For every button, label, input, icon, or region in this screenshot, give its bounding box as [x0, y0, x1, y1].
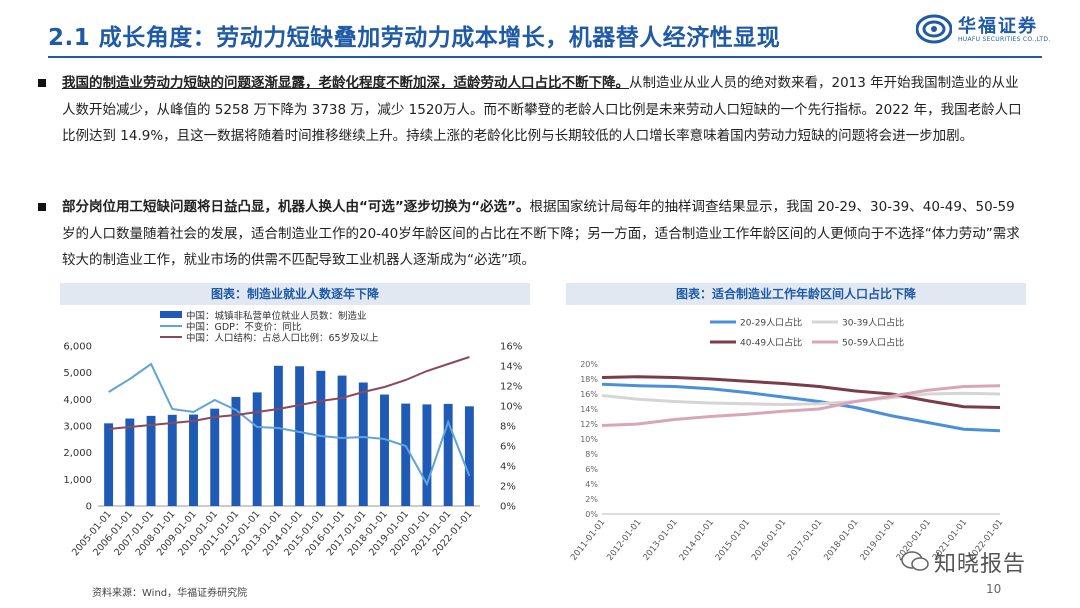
- gdp-growth-line: [108, 362, 471, 487]
- employment-bar: [380, 394, 389, 506]
- y-right-tick-label: 4%: [500, 462, 516, 473]
- y-right-tick-label: 10%: [500, 402, 522, 413]
- watermark: 知晓报告: [900, 546, 1050, 577]
- paragraph-body: 根据国家统计局每年的抽样调查结果显示，我国 20-29、30-39、40-49、…: [62, 199, 1020, 268]
- y-tick-label: 4%: [585, 480, 598, 489]
- x-tick-label: 2015-01-01: [714, 518, 752, 563]
- page-title: 2.1 成长角度：劳动力短缺叠加劳动力成本增长，机器替人经济性显现: [48, 25, 781, 51]
- employment-bar: [273, 365, 283, 506]
- logo-name-en: HUAFU SECURITIES CO.,LTD.: [958, 36, 1051, 43]
- y-left-tick-label: 6,000: [63, 342, 92, 353]
- paragraph-lead: 我国的制造业劳动力短缺的问题逐渐显露，老龄化程度不断加深，适龄劳动人口占比不断下…: [62, 75, 629, 91]
- source-note: 资料来源：Wind，华福证券研究院: [92, 588, 248, 599]
- employment-bar: [125, 418, 135, 506]
- chart-title-employment: 图表：制造业就业人数逐年下降: [60, 283, 530, 305]
- employment-bar: [464, 406, 474, 506]
- aging-ratio-line: [108, 356, 470, 430]
- y-right-tick-label: 8%: [500, 422, 516, 433]
- age-series-line: [601, 384, 1001, 427]
- x-tick-label: 2017-01-01: [786, 518, 824, 563]
- x-tick-label: 2011-01-01: [569, 518, 607, 563]
- employment-bar: [358, 382, 368, 506]
- legend-label: 50-59人口占比: [842, 337, 904, 349]
- age-series-line: [601, 382, 1001, 433]
- y-tick-label: 6%: [585, 465, 598, 474]
- employment-bar: [422, 404, 432, 506]
- y-tick-label: 18%: [580, 375, 598, 384]
- employment-bar: [104, 423, 114, 506]
- legend-label: 30-39人口占比: [842, 317, 904, 329]
- age-series-line: [601, 375, 1001, 409]
- y-right-tick-label: 6%: [500, 442, 516, 453]
- legend-label: 中国：人口结构：占总人口比例：65岁及以上: [186, 332, 379, 344]
- employment-bar: [189, 414, 198, 506]
- employment-bar: [401, 403, 411, 506]
- x-tick-label: 2012-01-01: [605, 518, 643, 563]
- chart-title-age-share: 图表：适合制造业工作年龄区间人口占比下降: [566, 283, 1026, 305]
- employment-bar: [295, 366, 305, 506]
- employment-bar: [252, 392, 262, 506]
- paragraph-lead: 部分岗位用工短缺问题将日益凸显，机器人换人由“可选”逐步切换为“必选”。: [62, 199, 530, 215]
- legend-swatch: [160, 311, 182, 318]
- y-tick-label: 14%: [580, 405, 598, 414]
- y-right-tick-label: 16%: [500, 342, 522, 353]
- y-right-tick-label: 12%: [500, 382, 522, 393]
- employment-bar: [231, 396, 241, 506]
- chat-bubble-icon: [901, 551, 929, 571]
- age-share-chart: 0%2%4%6%8%10%12%14%16%18%20%2011-01-0120…: [569, 317, 1005, 563]
- company-logo: 华福证券 HUAFU SECURITIES CO.,LTD.: [916, 10, 1050, 50]
- paragraph-labor-shortage: 我国的制造业劳动力短缺的问题逐渐显露，老龄化程度不断加深，适龄劳动人口占比不断下…: [38, 70, 1027, 150]
- y-tick-label: 16%: [580, 390, 598, 399]
- x-tick-label: 2018-01-01: [822, 518, 860, 563]
- bullet-square: [38, 203, 46, 211]
- legend-label: 中国：GDP：不变价：同比: [186, 321, 301, 333]
- employment-bar: [337, 375, 347, 506]
- y-left-tick-label: 5,000: [63, 368, 92, 379]
- x-tick-label: 2016-01-01: [750, 518, 788, 563]
- bullet-square: [38, 79, 46, 87]
- y-right-tick-label: 2%: [500, 482, 516, 493]
- y-tick-label: 20%: [580, 360, 598, 369]
- employment-bar: [316, 370, 326, 506]
- employment-bar: [167, 414, 177, 506]
- huafu-logo-icon: [916, 14, 952, 44]
- page-number: 10: [986, 582, 1002, 596]
- y-tick-label: 10%: [580, 435, 598, 444]
- employment-chart: 0 1,000 2,000 3,000 4,000 5,000 6,000 0% 2% 4% 6% 8…: [63, 310, 522, 558]
- y-tick-label: 8%: [585, 450, 598, 459]
- y-right-tick-label: 0%: [500, 502, 516, 513]
- title-divider: [48, 56, 1042, 58]
- y-left-tick-label: 4,000: [63, 395, 92, 406]
- y-left-tick-label: 3,000: [63, 422, 92, 433]
- x-tick-label: 2014-01-01: [678, 518, 716, 563]
- y-tick-label: 2%: [585, 495, 598, 504]
- y-left-tick-label: 2,000: [63, 448, 92, 459]
- watermark-text: 知晓报告: [934, 552, 1027, 577]
- y-tick-label: 12%: [580, 420, 598, 429]
- paragraph-body: 从制造业从业人员的绝对数来看，2013 年开始我国制造业的从业人数开始减少，从峰…: [62, 75, 1022, 144]
- y-left-tick-label: 1,000: [63, 475, 92, 486]
- y-left-tick-label: 0: [86, 502, 92, 513]
- paragraph-robot-replacement: 部分岗位用工短缺问题将日益凸显，机器人换人由“可选”逐步切换为“必选”。根据国家…: [38, 194, 1027, 274]
- employment-bar: [443, 403, 453, 506]
- legend-label: 40-49人口占比: [740, 337, 802, 349]
- age-series-line: [601, 391, 1001, 406]
- legend-label: 中国：城镇非私营单位就业人员数：制造业: [186, 310, 367, 322]
- y-right-tick-label: 14%: [500, 362, 522, 373]
- x-tick-label: 2013-01-01: [641, 518, 679, 563]
- logo-name-cn: 华福证券: [958, 16, 1038, 37]
- employment-bar: [210, 408, 220, 506]
- legend-label: 20-29人口占比: [740, 317, 802, 329]
- y-tick-label: 0%: [585, 510, 598, 519]
- x-tick-label: 2019-01-01: [859, 518, 897, 563]
- employment-bar: [146, 415, 156, 506]
